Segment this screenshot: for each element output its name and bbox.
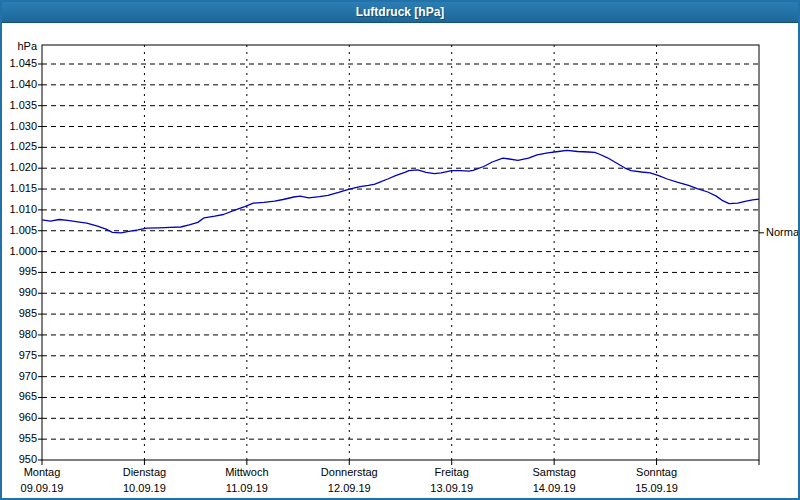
y-tick-label: 985 [2, 307, 37, 320]
plot-frame [42, 45, 759, 460]
pressure-curve [42, 150, 759, 233]
y-tick-label: 970 [2, 370, 37, 383]
y-tick-label: 975 [2, 349, 37, 362]
y-tick-label: 1.045 [2, 57, 37, 70]
y-tick-label: 990 [2, 286, 37, 299]
x-date-label: 12.09.19 [304, 482, 394, 495]
pressure-line-chart [2, 23, 800, 500]
x-day-label: Dienstag [99, 466, 189, 479]
x-day-label: Mittwoch [202, 466, 292, 479]
app-window: Luftdruck [hPa] hPa 1.045 1.040 1.035 1.030 1… [0, 0, 800, 500]
y-axis-unit-label: hPa [2, 40, 37, 53]
chart-area: hPa 1.045 1.040 1.035 1.030 1.025 1.020 1.015 1.… [2, 23, 798, 498]
y-tick-label: 1.020 [2, 161, 37, 174]
x-date-label: 11.09.19 [202, 482, 292, 495]
title-bar[interactable]: Luftdruck [hPa] [2, 2, 798, 23]
x-day-label: Sonntag [612, 466, 702, 479]
y-tick-label: 980 [2, 328, 37, 341]
y-tick-label: 1.005 [2, 224, 37, 237]
x-date-label: 13.09.19 [407, 482, 497, 495]
y-tick-label: 995 [2, 265, 37, 278]
x-day-label: Freitag [407, 466, 497, 479]
y-tick-label: 960 [2, 411, 37, 424]
y-tick-label: 1.040 [2, 78, 37, 91]
x-day-label: Samstag [509, 466, 599, 479]
y-tick-label: 1.010 [2, 203, 37, 216]
x-date-label: 14.09.19 [509, 482, 599, 495]
x-date-label: 15.09.19 [612, 482, 702, 495]
y-tick-label: 1.015 [2, 182, 37, 195]
x-day-label: Montag [0, 466, 87, 479]
y-tick-label: 1.000 [2, 245, 37, 258]
x-date-label: 09.09.19 [0, 482, 87, 495]
y-tick-label: 955 [2, 432, 37, 445]
normal-marker-label: Normal [766, 226, 800, 239]
y-tick-label: 1.025 [2, 140, 37, 153]
y-tick-label: 965 [2, 390, 37, 403]
x-date-label: 10.09.19 [99, 482, 189, 495]
window-title: Luftdruck [hPa] [356, 5, 445, 19]
y-tick-label: 950 [2, 453, 37, 466]
x-day-label: Donnerstag [304, 466, 394, 479]
y-tick-label: 1.030 [2, 120, 37, 133]
y-tick-label: 1.035 [2, 99, 37, 112]
